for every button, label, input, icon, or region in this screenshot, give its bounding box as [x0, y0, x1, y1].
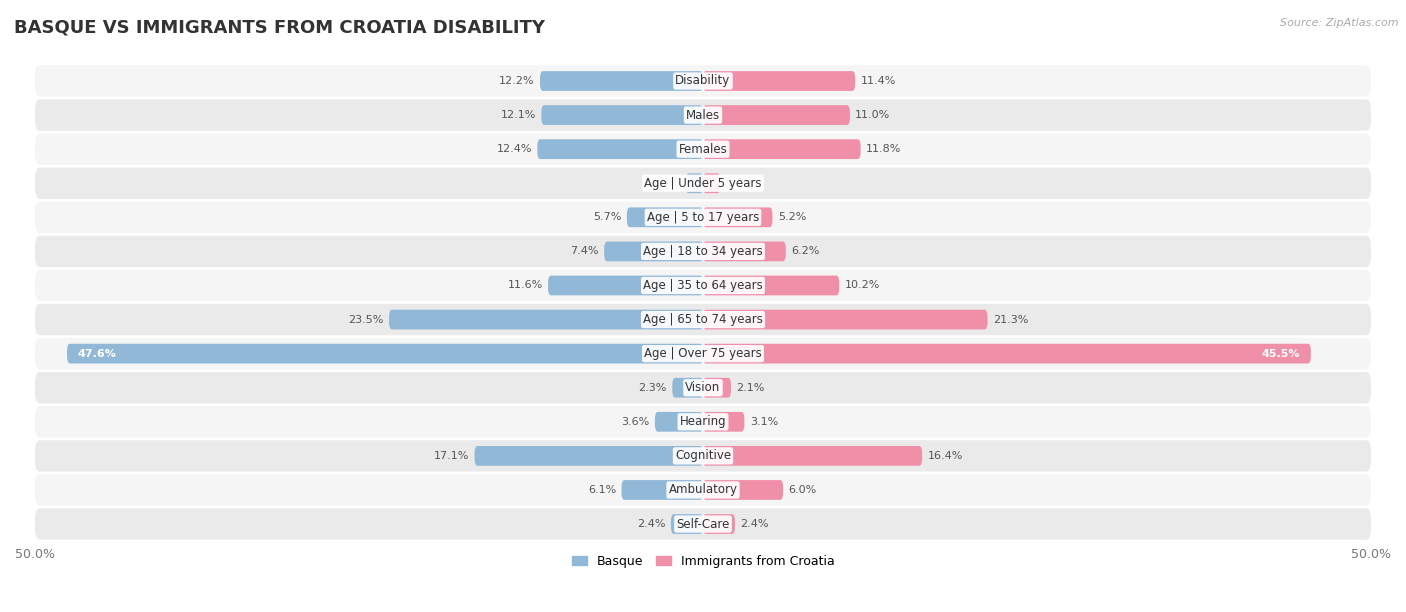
FancyBboxPatch shape	[35, 406, 1371, 438]
Text: Hearing: Hearing	[679, 416, 727, 428]
Text: 23.5%: 23.5%	[349, 315, 384, 324]
FancyBboxPatch shape	[671, 514, 703, 534]
Text: Age | 65 to 74 years: Age | 65 to 74 years	[643, 313, 763, 326]
FancyBboxPatch shape	[35, 201, 1371, 233]
FancyBboxPatch shape	[703, 310, 987, 329]
Text: 17.1%: 17.1%	[434, 451, 470, 461]
FancyBboxPatch shape	[537, 140, 703, 159]
FancyBboxPatch shape	[35, 338, 1371, 369]
Text: Age | 35 to 64 years: Age | 35 to 64 years	[643, 279, 763, 292]
Text: 6.1%: 6.1%	[588, 485, 616, 495]
FancyBboxPatch shape	[703, 344, 1310, 364]
FancyBboxPatch shape	[703, 242, 786, 261]
Text: Ambulatory: Ambulatory	[668, 483, 738, 496]
Text: Vision: Vision	[685, 381, 721, 394]
Text: Self-Care: Self-Care	[676, 518, 730, 531]
Text: BASQUE VS IMMIGRANTS FROM CROATIA DISABILITY: BASQUE VS IMMIGRANTS FROM CROATIA DISABI…	[14, 18, 546, 36]
Text: 3.1%: 3.1%	[749, 417, 778, 427]
FancyBboxPatch shape	[540, 71, 703, 91]
Text: 11.8%: 11.8%	[866, 144, 901, 154]
Text: 5.2%: 5.2%	[778, 212, 806, 222]
FancyBboxPatch shape	[703, 378, 731, 398]
FancyBboxPatch shape	[686, 173, 703, 193]
Text: 10.2%: 10.2%	[845, 280, 880, 291]
Text: Cognitive: Cognitive	[675, 449, 731, 463]
Text: 5.7%: 5.7%	[593, 212, 621, 222]
FancyBboxPatch shape	[548, 275, 703, 296]
FancyBboxPatch shape	[35, 236, 1371, 267]
Legend: Basque, Immigrants from Croatia: Basque, Immigrants from Croatia	[567, 550, 839, 573]
Text: 3.6%: 3.6%	[621, 417, 650, 427]
Text: 2.1%: 2.1%	[737, 382, 765, 393]
Text: Age | 5 to 17 years: Age | 5 to 17 years	[647, 211, 759, 224]
FancyBboxPatch shape	[703, 275, 839, 296]
FancyBboxPatch shape	[541, 105, 703, 125]
Text: 47.6%: 47.6%	[77, 349, 117, 359]
Text: 2.4%: 2.4%	[741, 519, 769, 529]
Text: 16.4%: 16.4%	[928, 451, 963, 461]
Text: 1.3%: 1.3%	[652, 178, 681, 188]
Text: 11.0%: 11.0%	[855, 110, 890, 120]
Text: 12.2%: 12.2%	[499, 76, 534, 86]
FancyBboxPatch shape	[35, 474, 1371, 506]
FancyBboxPatch shape	[703, 105, 851, 125]
Text: 2.3%: 2.3%	[638, 382, 666, 393]
Text: 12.1%: 12.1%	[501, 110, 536, 120]
Text: Age | 18 to 34 years: Age | 18 to 34 years	[643, 245, 763, 258]
Text: Males: Males	[686, 108, 720, 122]
Text: 11.4%: 11.4%	[860, 76, 896, 86]
Text: 6.2%: 6.2%	[792, 247, 820, 256]
FancyBboxPatch shape	[605, 242, 703, 261]
FancyBboxPatch shape	[35, 440, 1371, 472]
FancyBboxPatch shape	[703, 140, 860, 159]
FancyBboxPatch shape	[35, 168, 1371, 199]
Text: 45.5%: 45.5%	[1261, 349, 1301, 359]
Text: 1.3%: 1.3%	[725, 178, 754, 188]
Text: Source: ZipAtlas.com: Source: ZipAtlas.com	[1281, 18, 1399, 28]
FancyBboxPatch shape	[35, 372, 1371, 403]
Text: Age | Over 75 years: Age | Over 75 years	[644, 347, 762, 360]
Text: 21.3%: 21.3%	[993, 315, 1028, 324]
FancyBboxPatch shape	[703, 480, 783, 500]
FancyBboxPatch shape	[35, 133, 1371, 165]
Text: 11.6%: 11.6%	[508, 280, 543, 291]
FancyBboxPatch shape	[389, 310, 703, 329]
FancyBboxPatch shape	[35, 509, 1371, 540]
FancyBboxPatch shape	[703, 173, 720, 193]
Text: 2.4%: 2.4%	[637, 519, 665, 529]
FancyBboxPatch shape	[655, 412, 703, 431]
FancyBboxPatch shape	[627, 207, 703, 227]
Text: 6.0%: 6.0%	[789, 485, 817, 495]
FancyBboxPatch shape	[621, 480, 703, 500]
FancyBboxPatch shape	[703, 412, 744, 431]
Text: 12.4%: 12.4%	[496, 144, 531, 154]
FancyBboxPatch shape	[35, 99, 1371, 131]
FancyBboxPatch shape	[475, 446, 703, 466]
FancyBboxPatch shape	[703, 446, 922, 466]
FancyBboxPatch shape	[35, 270, 1371, 301]
FancyBboxPatch shape	[703, 514, 735, 534]
Text: Disability: Disability	[675, 75, 731, 88]
FancyBboxPatch shape	[703, 71, 855, 91]
Text: Age | Under 5 years: Age | Under 5 years	[644, 177, 762, 190]
FancyBboxPatch shape	[35, 65, 1371, 97]
Text: Females: Females	[679, 143, 727, 155]
Text: 7.4%: 7.4%	[571, 247, 599, 256]
FancyBboxPatch shape	[703, 207, 772, 227]
FancyBboxPatch shape	[35, 304, 1371, 335]
FancyBboxPatch shape	[672, 378, 703, 398]
FancyBboxPatch shape	[67, 344, 703, 364]
